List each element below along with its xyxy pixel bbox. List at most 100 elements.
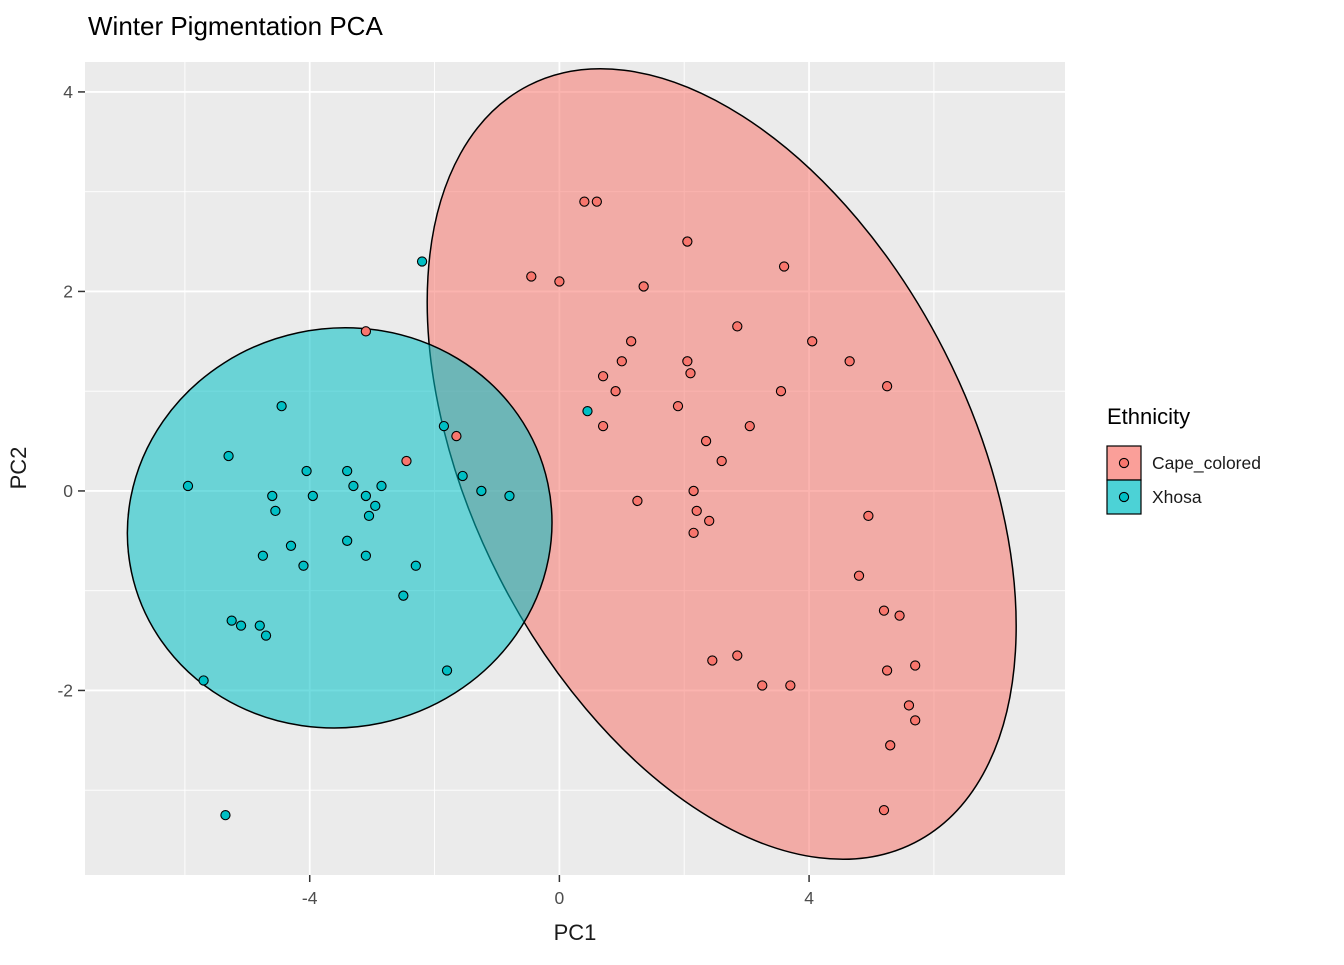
- data-point-xhosa: [198, 675, 209, 686]
- data-point-xhosa: [270, 505, 281, 517]
- data-point-xhosa: [441, 665, 453, 676]
- y-tick-label: 2: [63, 281, 73, 301]
- data-point-xhosa: [182, 480, 194, 492]
- data-point-xhosa: [307, 490, 318, 502]
- data-point-xhosa: [285, 540, 297, 551]
- x-tick-label: -4: [302, 888, 318, 908]
- y-axis-title: PC2: [6, 447, 31, 490]
- data-point-xhosa: [398, 590, 409, 601]
- data-point-cape_colored: [616, 356, 627, 367]
- data-point-cape_colored: [744, 420, 755, 432]
- data-point-xhosa: [257, 550, 269, 561]
- data-point-cape_colored: [685, 368, 696, 379]
- data-point-cape_colored: [894, 610, 905, 621]
- data-point-xhosa: [438, 420, 450, 432]
- x-tick-label: 0: [555, 888, 565, 908]
- data-point-cape_colored: [757, 680, 768, 691]
- data-point-xhosa: [360, 490, 372, 502]
- data-point-cape_colored: [704, 515, 715, 527]
- chart-title: Winter Pigmentation PCA: [88, 11, 383, 41]
- data-point-cape_colored: [688, 485, 699, 497]
- data-point-xhosa: [504, 490, 515, 502]
- legend: Ethnicity Cape_colored Xhosa: [1106, 404, 1261, 515]
- legend-key-point-cape_colored: [1118, 457, 1130, 469]
- data-point-cape_colored: [775, 386, 787, 397]
- data-point-xhosa: [342, 465, 353, 477]
- data-point-xhosa: [376, 480, 387, 492]
- data-point-cape_colored: [597, 420, 609, 432]
- axis-ticks: -4 0 4 -2 0 2 4: [57, 82, 814, 908]
- data-point-cape_colored: [844, 356, 855, 367]
- data-point-cape_colored: [688, 527, 699, 538]
- data-point-xhosa: [276, 401, 287, 412]
- data-point-cape_colored: [716, 455, 727, 467]
- data-point-cape_colored: [881, 381, 893, 392]
- data-point-xhosa: [360, 550, 372, 561]
- legend-label-xhosa: Xhosa: [1152, 487, 1202, 507]
- legend-title: Ethnicity: [1107, 404, 1190, 429]
- data-point-cape_colored: [682, 356, 693, 367]
- data-point-xhosa: [301, 465, 312, 477]
- data-point-xhosa: [260, 630, 272, 641]
- y-tick-label: -2: [57, 680, 73, 700]
- data-point-cape_colored: [632, 495, 643, 507]
- data-point-cape_colored: [360, 326, 372, 337]
- data-point-cape_colored: [597, 371, 609, 382]
- data-point-cape_colored: [903, 700, 915, 711]
- data-point-xhosa: [416, 256, 428, 267]
- data-point-xhosa: [348, 480, 359, 492]
- data-point-cape_colored: [778, 261, 790, 272]
- legend-key-point-xhosa: [1118, 491, 1130, 503]
- data-point-xhosa: [410, 560, 421, 571]
- data-point-xhosa: [267, 490, 278, 502]
- data-point-cape_colored: [626, 336, 637, 347]
- data-point-xhosa: [235, 620, 247, 631]
- data-point-xhosa: [223, 450, 234, 462]
- data-point-cape_colored: [638, 281, 649, 292]
- legend-key-swatch-cape_colored: [1106, 445, 1142, 481]
- data-points: [182, 196, 921, 821]
- data-point-cape_colored: [863, 510, 874, 522]
- data-point-cape_colored: [682, 236, 693, 247]
- data-point-xhosa: [254, 620, 265, 631]
- data-point-cape_colored: [579, 196, 590, 207]
- data-point-xhosa: [363, 510, 375, 522]
- data-point-cape_colored: [732, 650, 743, 661]
- data-point-cape_colored: [700, 435, 712, 447]
- y-tick-label: 4: [63, 82, 73, 102]
- y-tick-label: 0: [63, 481, 73, 501]
- data-point-cape_colored: [910, 715, 921, 726]
- data-point-xhosa: [342, 535, 353, 546]
- x-tick-label: 4: [804, 888, 814, 908]
- data-point-cape_colored: [401, 455, 412, 467]
- data-point-cape_colored: [610, 386, 621, 397]
- data-point-cape_colored: [807, 336, 818, 347]
- data-point-cape_colored: [554, 276, 565, 287]
- data-point-xhosa: [298, 560, 309, 571]
- data-point-cape_colored: [451, 430, 462, 442]
- data-point-cape_colored: [878, 805, 890, 816]
- data-point-cape_colored: [910, 660, 921, 671]
- data-point-cape_colored: [691, 505, 702, 517]
- data-point-cape_colored: [672, 401, 684, 412]
- data-point-xhosa: [582, 405, 593, 417]
- data-point-cape_colored: [732, 321, 743, 332]
- data-point-xhosa: [370, 500, 381, 512]
- data-point-cape_colored: [526, 271, 537, 282]
- data-point-xhosa: [226, 615, 237, 626]
- data-point-cape_colored: [853, 570, 865, 581]
- data-point-cape_colored: [885, 740, 896, 751]
- data-point-xhosa: [457, 470, 468, 482]
- data-point-xhosa: [220, 809, 231, 821]
- data-point-cape_colored: [785, 680, 796, 691]
- data-point-cape_colored: [878, 605, 890, 616]
- x-axis-title: PC1: [554, 920, 597, 945]
- data-point-xhosa: [476, 485, 487, 497]
- data-point-cape_colored: [707, 655, 718, 666]
- legend-label-cape_colored: Cape_colored: [1152, 453, 1261, 474]
- data-point-cape_colored: [591, 196, 602, 207]
- data-point-cape_colored: [881, 665, 893, 676]
- legend-keys: Cape_colored Xhosa: [1106, 445, 1261, 515]
